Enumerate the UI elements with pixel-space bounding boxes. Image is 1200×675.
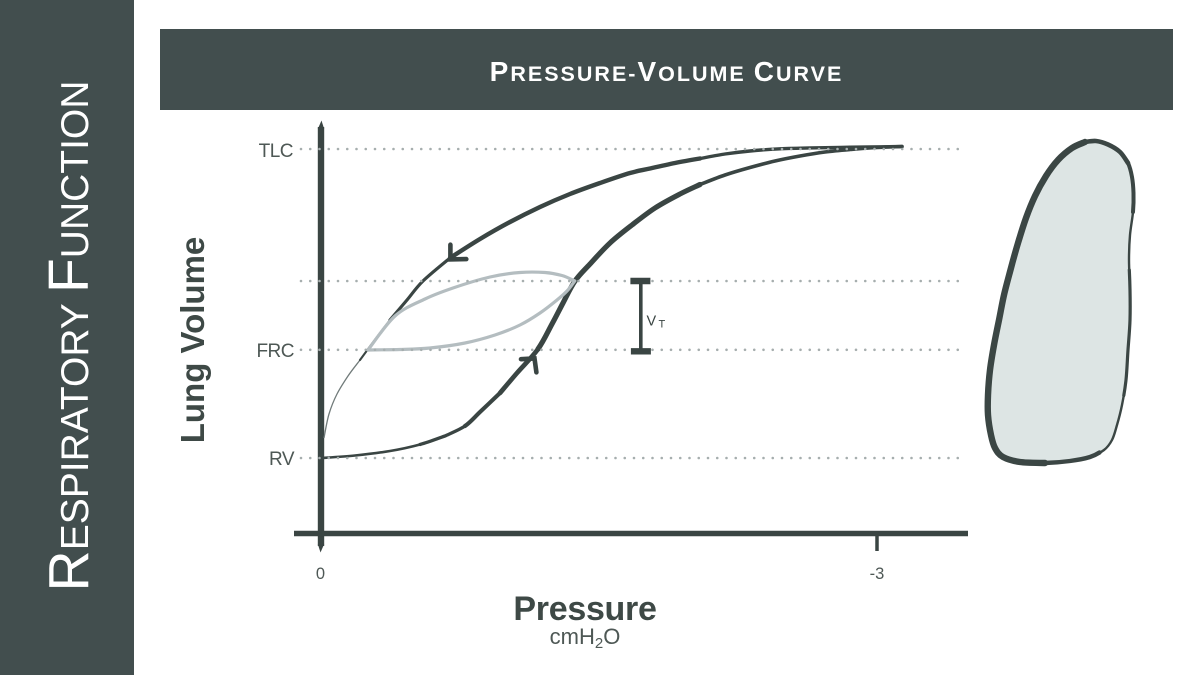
svg-text:FRC: FRC — [256, 341, 294, 362]
svg-text:TLC: TLC — [259, 141, 293, 162]
svg-text:-3: -3 — [870, 565, 885, 583]
svg-text:0: 0 — [316, 565, 325, 583]
svg-text:cmH2O: cmH2O — [550, 624, 621, 652]
svg-text:Pressure: Pressure — [513, 590, 656, 628]
svg-text:RV: RV — [269, 449, 295, 470]
svg-text:T: T — [659, 319, 666, 331]
svg-text:Lung Volume: Lung Volume — [174, 237, 211, 444]
svg-text:V: V — [647, 313, 657, 329]
